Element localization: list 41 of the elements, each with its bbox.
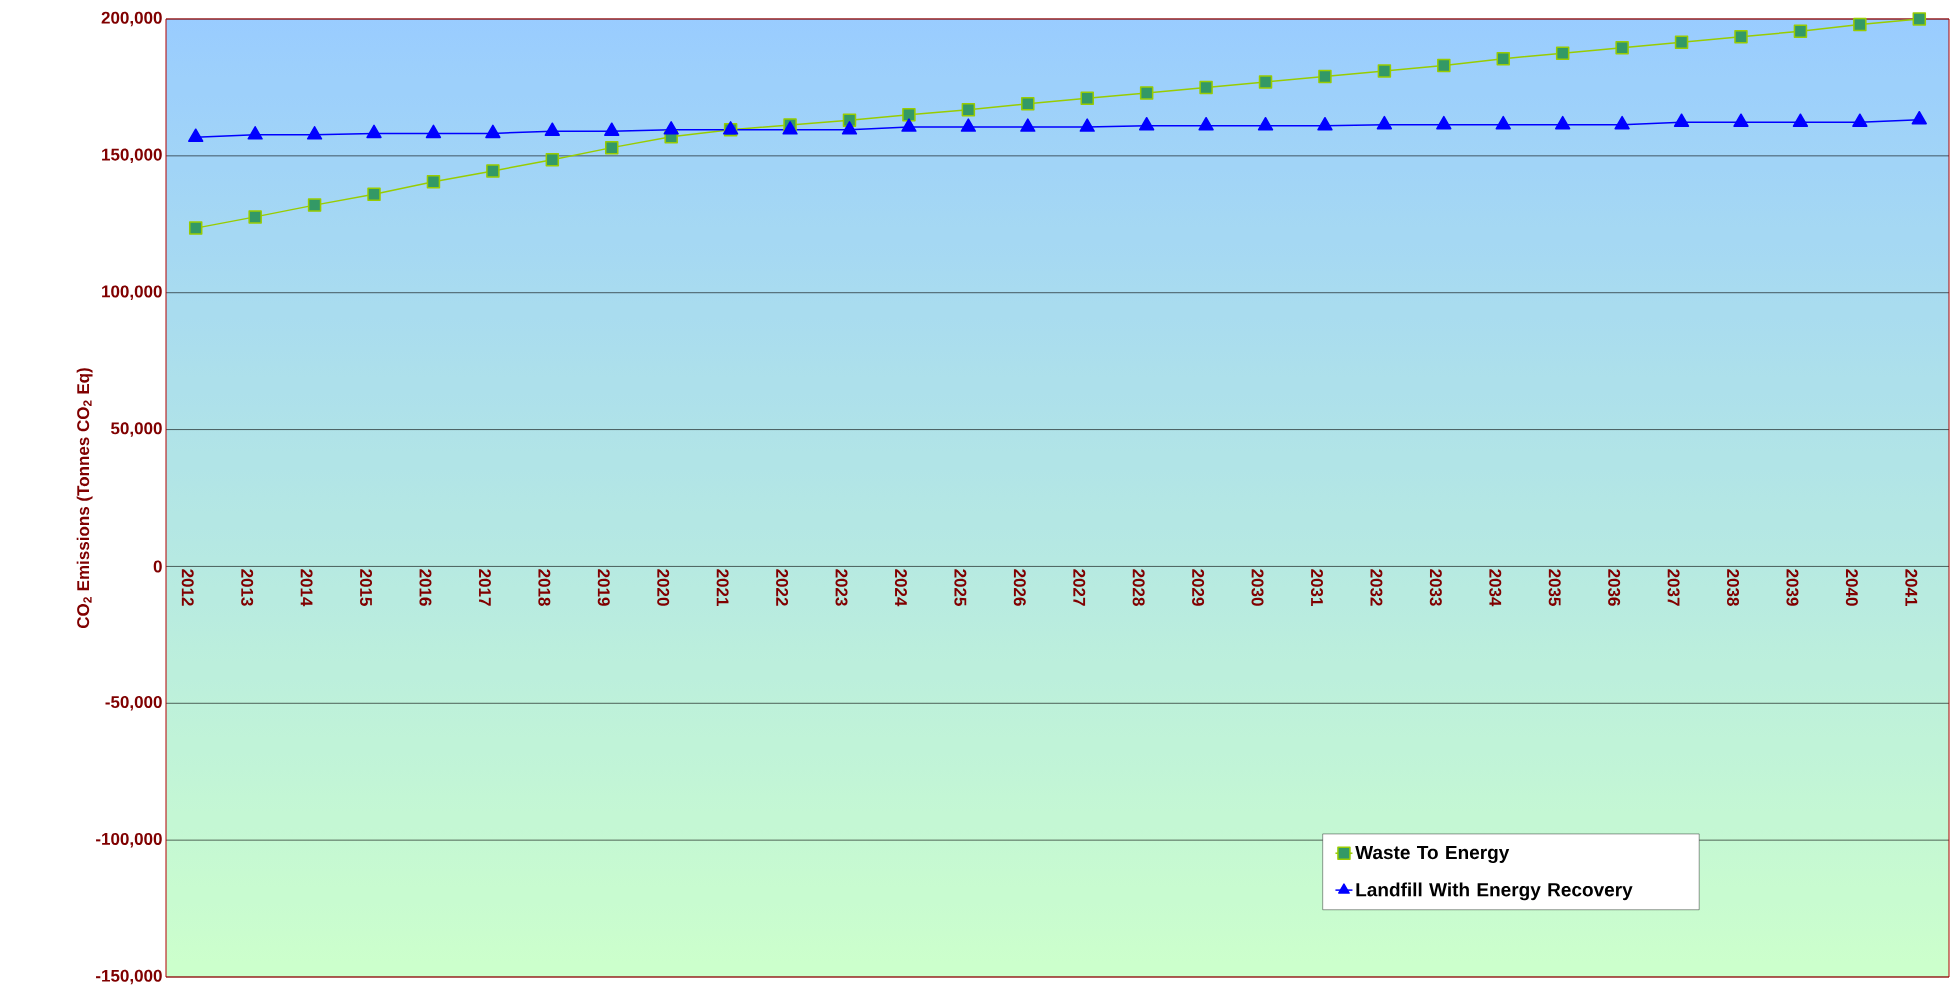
y-tick-label: 200,000	[101, 11, 162, 27]
x-tick-label: 2015	[359, 569, 373, 606]
y-tick-label: -100,000	[96, 832, 162, 848]
y-tick-label: 0	[153, 560, 162, 573]
x-tick-label: 2032	[1370, 569, 1383, 606]
x-tick-label: 2040	[1845, 569, 1858, 606]
x-tick-label: 2020	[657, 569, 670, 606]
x-tick-label: 2022	[776, 569, 789, 606]
x-tick-label: 2037	[1667, 569, 1680, 606]
y-tick-label: -50,000	[105, 696, 162, 711]
x-tick-label: 2018	[538, 569, 551, 606]
x-tick-label: 2014	[300, 569, 313, 607]
x-tick-label: 2041	[1905, 569, 1918, 606]
x-tick-label: 2038	[1726, 569, 1740, 606]
x-tick-label: 2016	[419, 569, 432, 606]
x-tick-label: 2019	[597, 569, 610, 606]
y-tick-label: 150,000	[102, 148, 162, 164]
y-tick-label: 100,000	[102, 285, 162, 300]
x-tick-label: 2023	[835, 569, 848, 606]
x-tick-label: 2017	[478, 569, 491, 606]
x-tick-label: 2039	[1786, 569, 1799, 606]
x-tick-label: 2036	[1608, 569, 1621, 606]
x-tick-label: 2013	[241, 569, 254, 606]
x-tick-label: 2025	[954, 569, 967, 606]
x-tick-label: 2030	[1251, 569, 1264, 606]
y-tick-label: -150,000	[96, 969, 162, 985]
x-tick-label: 2033	[1429, 569, 1442, 606]
x-tick-label: 2034	[1489, 569, 1502, 607]
x-tick-label: 2035	[1548, 569, 1561, 606]
x-tick-label: 2026	[1013, 569, 1026, 606]
x-tick-label: 2024	[894, 569, 907, 607]
legend-label: Landfill With Energy Recovery	[1356, 882, 1633, 901]
x-tick-label: 2021	[716, 569, 729, 606]
x-tick-label: 2029	[1192, 569, 1205, 606]
x-tick-label: 2031	[1310, 569, 1323, 606]
x-tick-label: 2012	[181, 569, 194, 606]
y-tick-label: 50,000	[111, 422, 162, 437]
x-tick-label: 2027	[1073, 569, 1086, 606]
y-axis-title: CO$_{2}$ Emissions (Tonnes CO$_{2}$ Eq)	[76, 368, 93, 628]
legend-label: Waste To Energy	[1355, 845, 1510, 864]
x-tick-label: 2028	[1132, 569, 1145, 606]
